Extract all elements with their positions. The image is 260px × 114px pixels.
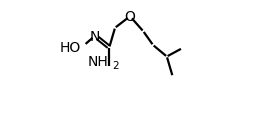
Text: NH: NH [87, 54, 108, 68]
Text: O: O [125, 10, 135, 24]
Text: N: N [90, 30, 100, 43]
Text: 2: 2 [112, 60, 119, 70]
Text: HO: HO [60, 41, 81, 55]
